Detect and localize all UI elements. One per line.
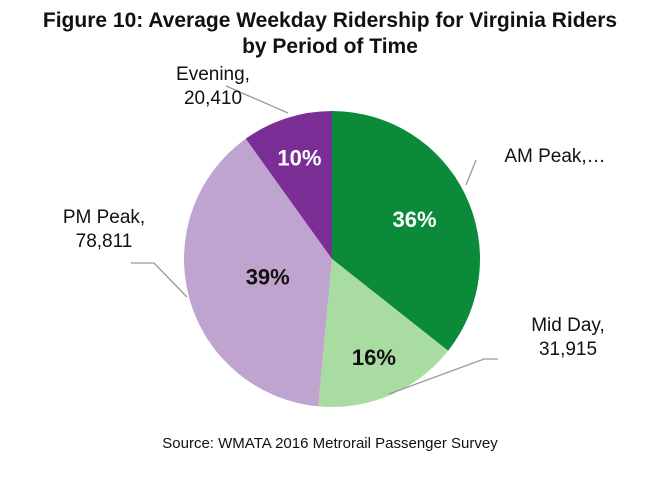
percent-label-pm-peak: 39% [246,264,290,289]
pie-slice-mid-day [318,259,449,407]
category-label-mid-day: Mid Day, 31,915 [531,315,605,360]
percent-label-evening: 10% [277,146,321,171]
category-label-line: PM Peak, [63,207,145,228]
pie-slice-am-peak [332,111,481,351]
category-label-line: AM Peak,… [504,146,605,167]
chart-title-line-1: Figure 10: Average Weekday Ridership for… [42,9,618,32]
chart-source: Source: WMATA 2016 Metrorail Passenger S… [162,435,498,452]
pie-slice-evening [245,111,332,259]
category-label-line: 78,811 [76,231,133,252]
chart-title-line-2: by Period of Time [242,35,418,58]
category-label-line: Evening, [176,64,250,85]
leader-line-pm-peak [131,262,188,298]
category-label-line: 31,915 [539,339,597,360]
pie-slice-pm-peak [184,138,332,407]
percent-label-mid-day: 16% [352,345,396,370]
leader-line-mid-day [388,358,498,395]
category-label-line: Mid Day, [531,315,605,336]
category-label-pm-peak: PM Peak, 78,811 [63,207,145,252]
category-label-am-peak: AM Peak,… [504,146,605,167]
percent-label-am-peak: 36% [393,207,437,232]
leader-line-am-peak [465,159,477,186]
category-label-evening: Evening, 20,410 [176,64,250,109]
chart-title: Figure 10: Average Weekday Ridership for… [0,8,660,60]
category-label-line: 20,410 [184,88,242,109]
leader-line-evening [225,85,289,114]
